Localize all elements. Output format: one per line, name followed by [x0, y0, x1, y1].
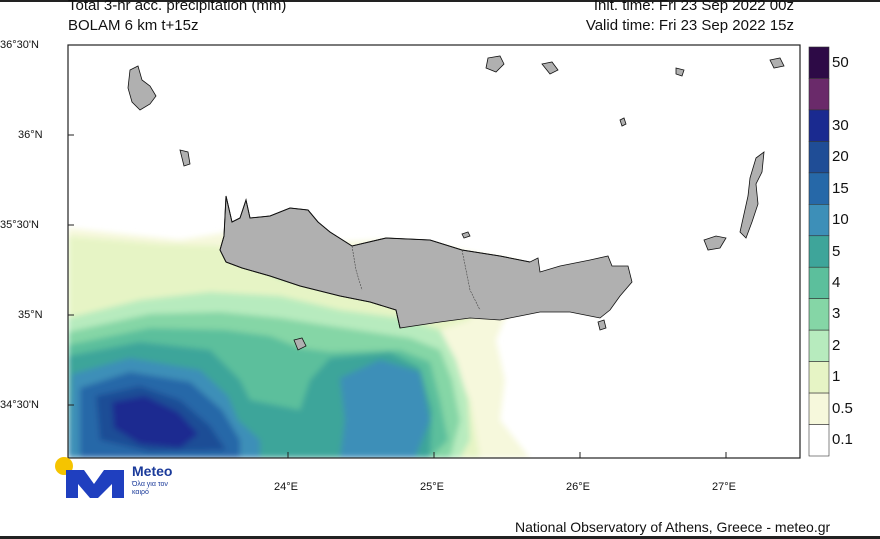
karpathos-island [739, 151, 765, 239]
lat-label-35-30: 35°30'N [0, 219, 39, 231]
title-line-1: Total 3-hr acc. precipitation (mm) [68, 0, 287, 14]
legend-label-20: 20 [832, 148, 849, 166]
legend-swatch-2 [808, 329, 830, 362]
top-frame-line [0, 0, 880, 2]
gavdos-island [293, 337, 307, 351]
regional-border [351, 245, 481, 311]
lon-label-26: 26°E [566, 481, 590, 493]
islet-a [619, 117, 627, 127]
legend-label-50: 50 [832, 53, 849, 71]
init-time: Init. time: Fri 23 Sep 2022 00z [593, 0, 794, 14]
legend-label-30: 30 [832, 116, 849, 134]
kasos-island [703, 235, 727, 251]
legend-label-0-5: 0.5 [832, 399, 853, 417]
legend-colorbar [808, 46, 830, 457]
legend-label-3: 3 [832, 305, 841, 323]
lat-label-36-30: 36°30'N [0, 39, 39, 51]
bottom-frame-line [0, 536, 880, 539]
lon-label-24: 24°E [274, 481, 298, 493]
legend-swatch-50 [808, 46, 830, 79]
footer-credit: National Observatory of Athens, Greece -… [515, 519, 831, 535]
lon-label-27: 27°E [712, 481, 736, 493]
legend-label-0-1: 0.1 [832, 431, 853, 449]
legend-label-10: 10 [832, 211, 849, 229]
logo-tagline: Όλα για τον καιρό [132, 481, 168, 496]
lat-label-34-30: 34°30'N [0, 399, 39, 411]
lat-label-36: 36°N [18, 129, 43, 141]
legend-swatch-3 [808, 298, 830, 331]
legend-swatch-30 [808, 109, 830, 142]
crete-coastline [219, 195, 531, 329]
antikythera-island [179, 149, 191, 167]
legend-label-15: 15 [832, 179, 849, 197]
legend-swatch-20 [808, 141, 830, 174]
legend-swatch-unlabeled [808, 78, 830, 111]
legend-label-4: 4 [832, 273, 841, 291]
legend-swatch-0-1 [808, 424, 830, 457]
islet-c [769, 57, 785, 69]
islet-b [675, 67, 685, 77]
logo-m-icon [66, 470, 124, 498]
precip-30mm-area [112, 396, 198, 448]
legend-swatch-4 [808, 266, 830, 299]
legend-label-1: 1 [832, 368, 841, 386]
forecast-times: Init. time: Fri 23 Sep 2022 00z Valid ti… [586, 0, 794, 36]
santorini-island [541, 61, 559, 75]
kythira-island [127, 65, 157, 111]
land-masses [127, 55, 785, 351]
legend-swatch-15 [808, 172, 830, 205]
legend-swatch-1 [808, 361, 830, 394]
legend-swatch-0-5 [808, 392, 830, 425]
meteo-logo [55, 457, 124, 498]
legend-swatch-5 [808, 235, 830, 268]
map-title: Total 3-hr acc. precipitation (mm) BOLAM… [68, 0, 286, 36]
legend-label-5: 5 [832, 242, 841, 260]
dia-island [461, 231, 471, 239]
legend-swatch-10 [808, 204, 830, 237]
lat-label-35: 35°N [18, 309, 43, 321]
axis-ticks [68, 44, 727, 458]
islet-d [597, 319, 607, 331]
logo-brand: Meteo [132, 463, 173, 479]
lon-label-25: 25°E [420, 481, 444, 493]
legend-label-2: 2 [832, 336, 841, 354]
valid-time: Valid time: Fri 23 Sep 2022 15z [585, 17, 794, 34]
milos-island [485, 55, 505, 73]
title-line-2: BOLAM 6 km t+15z [68, 17, 199, 34]
